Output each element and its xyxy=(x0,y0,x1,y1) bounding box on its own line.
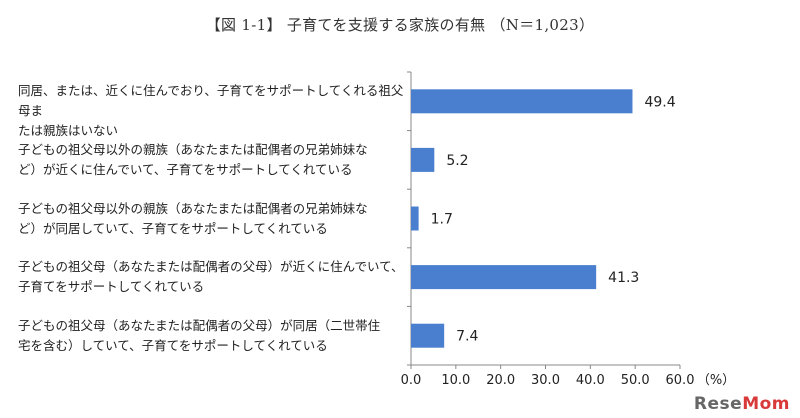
data-label: 49.4 xyxy=(644,94,675,110)
category-label-line: 子どもの祖父母（あなたまたは配偶者の父母）が同居（二世帯住 xyxy=(18,317,381,333)
data-label: 7.4 xyxy=(456,329,478,345)
category-label-line: 子どもの祖父母（あなたまたは配偶者の父母）が近くに住んでいて、 xyxy=(18,259,404,275)
x-tick-label: 40.0 xyxy=(576,373,605,388)
category-label-line: 子育てをサポートしてくれている xyxy=(18,279,205,295)
category-label-line: 同居、または、近くに住んでおり、子育てをサポートしてくれる祖父母ま xyxy=(18,83,404,119)
x-tick-label: 60.0 xyxy=(666,373,695,388)
category-label-line: ど）が同居していて、子育てをサポートしてくれている xyxy=(18,220,328,236)
data-label: 5.2 xyxy=(446,153,468,169)
category-label: 子どもの祖父母（あなたまたは配偶者の父母）が近くに住んでいて、 子育てをサポートし… xyxy=(18,257,408,297)
category-label-line: 子どもの祖父母以外の親族（あなたまたは配偶者の兄弟姉妹な xyxy=(18,200,368,216)
category-label-line: ど）が近くに住んでいて、子育てをサポートしてくれている xyxy=(18,161,353,177)
chart-title: 【図 1-1】 子育てを支援する家族の有無 （N＝1,023） xyxy=(205,16,595,34)
x-tick-label: 20.0 xyxy=(486,373,515,388)
category-label-line: たは親族はいない xyxy=(18,123,119,139)
category-label: 同居、または、近くに住んでおり、子育てをサポートしてくれる祖父母または親族はいな… xyxy=(18,81,408,141)
x-unit-label: （%） xyxy=(697,373,735,388)
category-label-line: 子どもの祖父母以外の親族（あなたまたは配偶者の兄弟姉妹な xyxy=(18,141,368,157)
resemom-logo: ReseMom xyxy=(693,394,790,414)
bar xyxy=(411,323,445,348)
bar xyxy=(411,147,435,172)
category-label-line: 宅を含む）していて、子育てをサポートしてくれている xyxy=(18,337,328,353)
data-label: 41.3 xyxy=(608,270,639,286)
data-label: 1.7 xyxy=(431,212,453,228)
category-label: 子どもの祖父母（あなたまたは配偶者の父母）が同居（二世帯住 宅を含む）していて、子… xyxy=(18,316,408,356)
category-label: 子どもの祖父母以外の親族（あなたまたは配偶者の兄弟姉妹な ど）が同居していて、子育… xyxy=(18,199,408,239)
bar xyxy=(411,89,633,114)
x-tick-label: 10.0 xyxy=(441,373,470,388)
x-tick-label: 0.0 xyxy=(401,373,422,388)
bar xyxy=(411,265,597,290)
bar xyxy=(411,206,419,231)
x-tick-label: 30.0 xyxy=(531,373,560,388)
category-label: 子どもの祖父母以外の親族（あなたまたは配偶者の兄弟姉妹な ど）が近くに住んでいて、… xyxy=(18,140,408,180)
x-tick-label: 50.0 xyxy=(621,373,650,388)
